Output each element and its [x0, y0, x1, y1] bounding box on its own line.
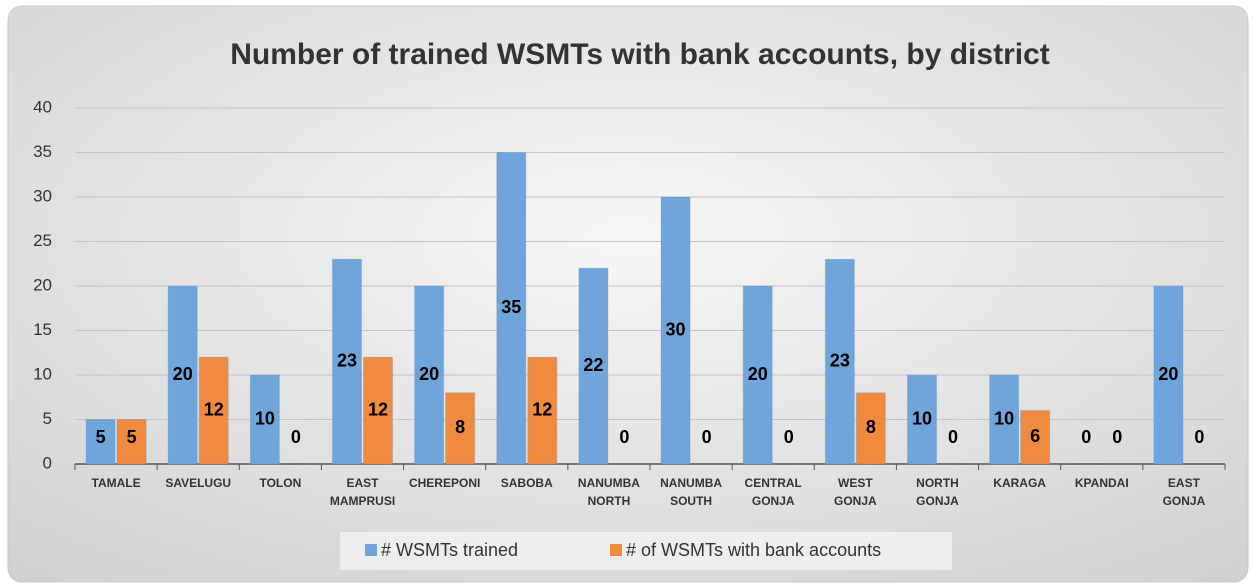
data-label: 0: [948, 427, 958, 447]
y-tick-label: 25: [33, 231, 52, 250]
data-label: 12: [204, 399, 224, 419]
y-tick-label: 30: [33, 186, 52, 205]
data-label: 8: [866, 417, 876, 437]
bar: [855, 392, 886, 465]
x-tick-label: CHEREPONI: [409, 476, 480, 490]
legend-swatch: [365, 544, 377, 556]
bar: [907, 374, 937, 465]
bar: [167, 285, 198, 465]
background: [7, 5, 1249, 583]
bar: [742, 285, 773, 465]
data-label: 23: [337, 350, 357, 370]
x-tick-label: TAMALE: [92, 476, 141, 490]
data-label: 0: [702, 427, 712, 447]
data-label: 12: [368, 399, 388, 419]
data-label: 0: [619, 427, 629, 447]
bar: [578, 267, 609, 465]
bar: [527, 356, 558, 465]
bar: [198, 356, 229, 465]
bar: [1153, 285, 1184, 465]
legend-label: # of WSMTs with bank accounts: [626, 540, 881, 560]
y-tick-label: 15: [33, 320, 52, 339]
bar: [496, 152, 527, 465]
x-tick-label: EAST MAMPRUSI: [330, 476, 395, 508]
data-label: 5: [96, 427, 106, 447]
data-label: 30: [666, 319, 686, 339]
y-tick-label: 35: [33, 142, 52, 161]
data-label: 8: [455, 417, 465, 437]
y-tick-label: 5: [43, 409, 52, 428]
bar: [660, 196, 691, 465]
data-label: 0: [291, 427, 301, 447]
data-label: 0: [1194, 427, 1204, 447]
y-tick-label: 0: [43, 453, 52, 472]
data-label: 12: [532, 399, 552, 419]
data-label: 0: [784, 427, 794, 447]
bar: [989, 374, 1020, 465]
data-label: 0: [1112, 427, 1122, 447]
data-label: 6: [1030, 426, 1040, 446]
bar: [1020, 410, 1051, 465]
data-label: 20: [419, 364, 439, 384]
y-tick-label: 40: [33, 97, 52, 116]
x-tick-label: TOLON: [259, 476, 301, 490]
x-tick-label: SAVELUGU: [165, 476, 231, 490]
chart-title: Number of trained WSMTs with bank accoun…: [230, 38, 1050, 71]
x-tick-label: SABOBA: [501, 476, 553, 490]
legend-swatch: [610, 544, 622, 556]
legend-label: # WSMTs trained: [381, 540, 518, 560]
data-label: 5: [127, 427, 137, 447]
x-tick-label: NANUMBA NORTH: [578, 476, 640, 508]
data-label: 0: [1081, 427, 1091, 447]
x-tick-label: NANUMBA SOUTH: [660, 476, 722, 508]
bar: [414, 285, 445, 465]
bar: [363, 356, 393, 465]
bar: [116, 419, 147, 465]
bar: [249, 374, 280, 465]
x-tick-label: KARAGA: [993, 476, 1046, 490]
data-label: 10: [994, 408, 1014, 428]
data-label: 20: [173, 364, 193, 384]
data-label: 23: [830, 350, 850, 370]
data-label: 10: [912, 408, 932, 428]
x-tick-label: CENTRAL GONJA: [745, 476, 802, 508]
data-label: 22: [583, 355, 603, 375]
data-label: 20: [1158, 364, 1178, 384]
x-tick-label: WEST GONJA: [834, 476, 877, 508]
y-tick-label: 10: [33, 364, 52, 383]
x-tick-label: KPANDAI: [1075, 476, 1129, 490]
data-label: 35: [501, 297, 521, 317]
bar: [445, 392, 476, 465]
bar: [85, 419, 116, 465]
y-tick-label: 20: [33, 275, 52, 294]
data-label: 20: [748, 364, 768, 384]
bar: [332, 258, 362, 465]
x-tick-label: EAST GONJA: [1163, 476, 1206, 508]
data-label: 10: [255, 408, 275, 428]
bar: [824, 258, 855, 465]
legend-box: [340, 532, 952, 570]
x-tick-label: NORTH GONJA: [916, 476, 959, 508]
